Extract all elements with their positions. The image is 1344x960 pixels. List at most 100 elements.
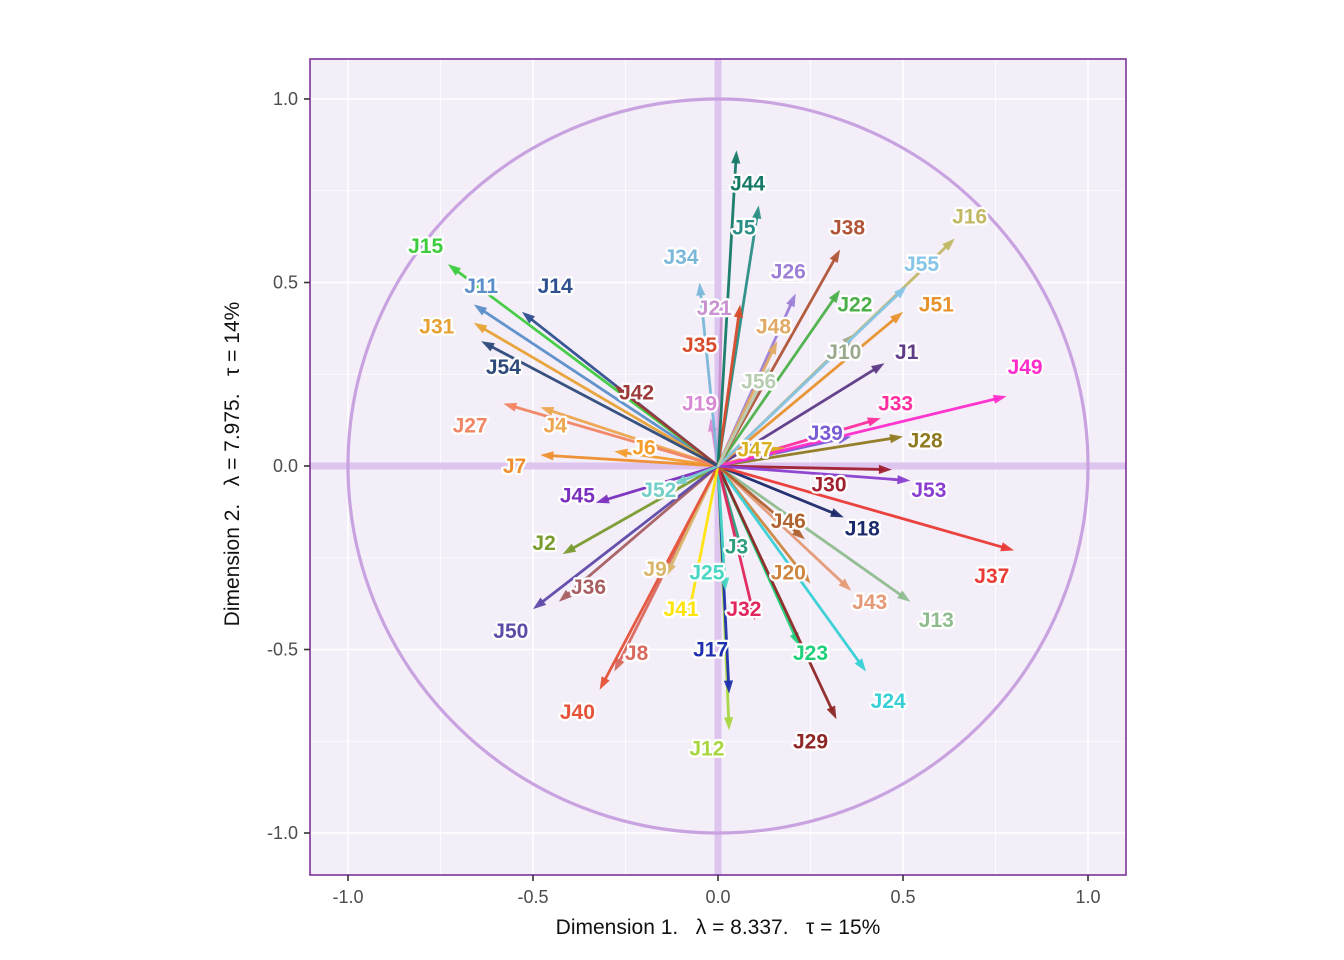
vector-label-J18: J18 <box>845 517 880 540</box>
vector-arrowhead-J28 <box>889 434 903 444</box>
vector-arrowhead-J42 <box>614 385 628 397</box>
vector-arrow-J41 <box>688 464 720 609</box>
vector-label-J25: J25 <box>689 561 724 584</box>
vector-label-J2: J2 <box>532 532 555 555</box>
vector-label-J9: J9 <box>643 558 666 581</box>
vector-arrowhead-J14 <box>521 311 535 324</box>
vector-arrowhead-J21 <box>716 300 727 314</box>
vector-arrowhead-J2 <box>562 543 577 555</box>
vector-label-J10: J10 <box>826 341 861 364</box>
vector-label-J41: J41 <box>663 598 698 621</box>
vector-label-J13: J13 <box>919 609 954 632</box>
vector-arrowhead-J56 <box>759 366 770 381</box>
vector-label-J45: J45 <box>560 484 595 507</box>
vector-label-J44: J44 <box>730 172 765 195</box>
vector-arrow-J35 <box>716 313 741 468</box>
vector-arrowhead-J31 <box>473 322 488 334</box>
y-tick-label: 0.0 <box>273 456 298 476</box>
vector-arrowhead-J27 <box>503 402 518 412</box>
vector-label-J54: J54 <box>486 356 521 379</box>
vector-arrow-J24 <box>716 464 862 665</box>
vector-arrowhead-J50 <box>533 597 547 610</box>
vector-label-J3: J3 <box>725 536 748 559</box>
vector-arrow-J34 <box>699 291 720 468</box>
vector-label-J51: J51 <box>919 294 954 317</box>
vector-label-J22: J22 <box>837 294 872 317</box>
vector-label-J1: J1 <box>895 341 919 364</box>
vector-arrowhead-J13 <box>897 590 911 602</box>
vector-arrow-J27 <box>511 405 720 468</box>
vector-arrow-J1 <box>716 367 878 468</box>
vector-arrowhead-J11 <box>473 304 488 316</box>
vector-arrow-J50 <box>539 464 720 605</box>
vector-label-J35: J35 <box>682 334 717 357</box>
vector-label-J27: J27 <box>453 415 488 438</box>
vector-arrow-J36 <box>565 464 720 597</box>
vector-label-J42: J42 <box>619 382 654 405</box>
vector-arrowhead-J4 <box>540 406 555 416</box>
vector-arrowhead-J20 <box>798 570 811 584</box>
vector-arrow-J18 <box>716 464 836 515</box>
vector-label-J33: J33 <box>878 393 913 416</box>
vector-arrowhead-J40 <box>599 676 610 690</box>
vector-arrowhead-J36 <box>558 589 572 602</box>
vector-label-J5: J5 <box>732 216 756 239</box>
vector-arrow-J46 <box>716 464 799 535</box>
vector-label-J36: J36 <box>571 576 606 599</box>
vector-arrowhead-J26 <box>786 293 796 308</box>
vector-arrowhead-J44 <box>731 150 741 164</box>
vector-arrowhead-J8 <box>614 657 625 672</box>
vector-arrow-J11 <box>480 308 720 468</box>
vector-arrow-J42 <box>620 390 720 468</box>
vector-arrow-J25 <box>716 464 727 583</box>
x-tick-label: 1.0 <box>1075 887 1100 907</box>
vector-arrowhead-J32 <box>747 606 757 621</box>
vector-arrowhead-J34 <box>696 282 706 296</box>
vector-arrow-J2 <box>569 464 720 551</box>
vector-arrowhead-J7 <box>540 451 554 461</box>
vector-label-J23: J23 <box>793 642 828 665</box>
vector-arrow-J31 <box>481 326 720 468</box>
vector-arrowhead-J5 <box>752 205 762 219</box>
vector-label-J6: J6 <box>632 437 655 460</box>
vector-arrowhead-J35 <box>733 304 743 319</box>
x-axis-title: Dimension 1. λ = 8.337. τ = 15% <box>555 916 881 939</box>
vector-label-J53: J53 <box>911 479 946 502</box>
vector-arrowhead-J12 <box>723 717 734 731</box>
x-tick-label: 0.5 <box>890 887 915 907</box>
vector-label-J49: J49 <box>1008 356 1043 379</box>
vector-arrowhead-J41 <box>686 602 696 617</box>
vector-arrow-J30 <box>716 464 884 471</box>
y-axis-title: Dimension 2. λ = 7.975. τ = 14% <box>221 301 244 627</box>
vector-arrowhead-J18 <box>830 508 844 518</box>
vector-arrowhead-J25 <box>720 577 730 591</box>
vector-label-J28: J28 <box>908 429 943 452</box>
vector-arrowhead-J15 <box>447 264 462 276</box>
vector-arrow-J51 <box>716 316 897 468</box>
vector-arrowhead-J1 <box>871 363 885 374</box>
y-tick-label: -0.5 <box>267 640 298 660</box>
vector-label-J40: J40 <box>560 701 595 724</box>
vector-arrowhead-J55 <box>894 286 907 299</box>
vector-arrowhead-J29 <box>826 705 837 720</box>
vector-label-J32: J32 <box>726 598 761 621</box>
vector-arrowhead-J51 <box>890 311 903 324</box>
y-tick-label: 1.0 <box>273 89 298 109</box>
vector-label-J4: J4 <box>544 415 568 438</box>
y-tick-label: -1.0 <box>267 823 298 843</box>
x-tick-label: -1.0 <box>332 887 363 907</box>
vector-label-J11: J11 <box>464 275 498 298</box>
vector-arrow-J29 <box>716 464 834 712</box>
vector-arrowhead-J46 <box>792 527 805 540</box>
vector-arrowhead-J33 <box>867 417 881 427</box>
vector-label-J30: J30 <box>811 473 846 496</box>
vector-arrowhead-J43 <box>838 578 852 591</box>
vector-label-J39: J39 <box>808 422 843 445</box>
vector-label-J48: J48 <box>756 316 791 339</box>
x-tick-label: 0.0 <box>705 887 730 907</box>
vector-label-J50: J50 <box>493 620 528 643</box>
vector-arrowhead-J49 <box>992 394 1007 404</box>
vector-arrowhead-J24 <box>854 658 866 672</box>
vector-arrow-J43 <box>716 464 846 586</box>
vector-label-J56: J56 <box>741 371 776 394</box>
